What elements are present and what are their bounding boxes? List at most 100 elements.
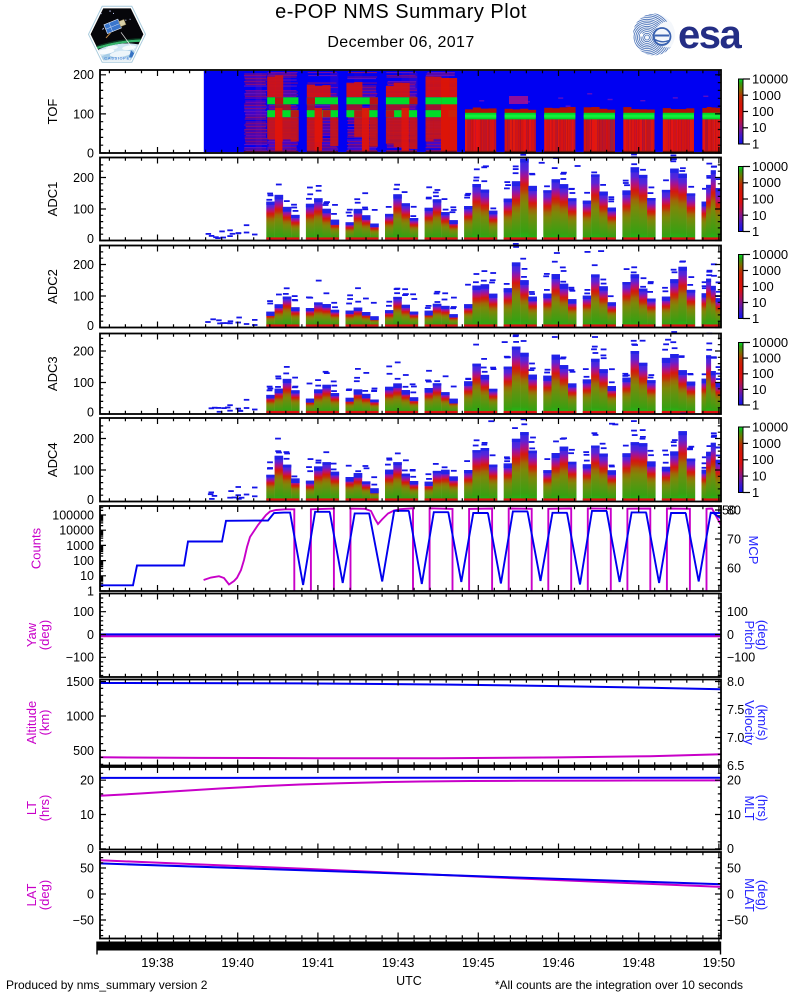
svg-text:1000: 1000 [66,539,94,553]
svg-text:0: 0 [727,887,734,901]
svg-text:70: 70 [727,532,741,546]
svg-text:−100: −100 [727,651,755,665]
svg-text:200: 200 [73,171,94,185]
svg-text:10: 10 [752,120,766,135]
svg-text:10000: 10000 [752,159,788,174]
svg-text:80: 80 [727,503,741,517]
svg-text:0: 0 [727,628,734,642]
svg-text:10: 10 [87,0,101,3]
svg-text:1000: 1000 [80,0,108,3]
svg-text:ADC2: ADC2 [45,269,60,304]
svg-text:1: 1 [752,224,759,239]
svg-text:−50: −50 [727,913,748,927]
svg-text:10: 10 [80,569,94,583]
svg-text:(deg): (deg) [755,880,770,910]
svg-text:1: 1 [752,398,759,413]
svg-text:100: 100 [73,554,94,568]
svg-text:20: 20 [727,774,741,788]
svg-text:100: 100 [73,107,94,121]
svg-text:ADC3: ADC3 [45,356,60,391]
svg-text:10: 10 [752,469,766,484]
svg-text:100: 100 [752,366,774,381]
svg-text:1000: 1000 [752,88,781,103]
svg-text:7.0: 7.0 [727,731,744,745]
svg-text:100: 100 [73,289,94,303]
svg-text:10000: 10000 [752,420,788,435]
svg-text:0: 0 [87,146,94,160]
svg-text:MLAT: MLAT [742,878,757,912]
svg-text:100: 100 [73,202,94,216]
svg-text:(deg): (deg) [37,880,52,910]
svg-text:19:38: 19:38 [141,955,174,970]
svg-text:10: 10 [752,295,766,310]
svg-text:−100: −100 [66,651,94,665]
svg-text:10: 10 [752,382,766,397]
svg-text:ADC4: ADC4 [45,442,60,477]
svg-text:Pitch: Pitch [742,621,757,650]
svg-text:1: 1 [752,137,759,152]
svg-text:200: 200 [73,344,94,358]
svg-text:200: 200 [73,432,94,446]
svg-text:100: 100 [752,452,774,467]
svg-text:(hrs): (hrs) [37,795,52,822]
svg-text:100: 100 [84,0,105,3]
svg-text:0: 0 [87,887,94,901]
svg-text:60: 60 [727,561,741,575]
svg-text:10000: 10000 [59,524,94,538]
svg-text:100: 100 [73,463,94,477]
svg-text:100: 100 [727,605,748,619]
svg-text:0: 0 [87,319,94,333]
svg-text:100: 100 [752,192,774,207]
svg-text:10: 10 [752,208,766,223]
svg-text:100: 100 [73,376,94,390]
svg-text:(hrs): (hrs) [755,795,770,822]
svg-text:Produced by nms_summary versio: Produced by nms_summary version 2 [6,978,208,992]
svg-text:7.5: 7.5 [727,703,744,717]
svg-text:10000: 10000 [752,247,788,262]
svg-text:MCP: MCP [746,536,761,565]
svg-text:19:43: 19:43 [382,955,415,970]
svg-text:−50: −50 [73,913,94,927]
svg-text:19:40: 19:40 [221,955,254,970]
svg-text:50: 50 [80,861,94,875]
svg-text:1000: 1000 [752,351,781,366]
svg-text:19:48: 19:48 [622,955,655,970]
svg-text:19:41: 19:41 [302,955,335,970]
svg-text:1: 1 [752,311,759,326]
svg-text:MLT: MLT [742,795,757,820]
svg-text:6.5: 6.5 [727,759,744,773]
svg-text:Velocity: Velocity [742,700,757,745]
svg-text:50: 50 [722,504,736,518]
svg-text:1: 1 [752,485,759,500]
svg-text:CASSIOPE: CASSIOPE [104,55,129,60]
svg-text:LT: LT [24,801,39,815]
svg-text:0: 0 [727,842,734,856]
svg-text:ADC1: ADC1 [45,182,60,217]
svg-text:10000: 10000 [752,335,788,350]
svg-text:0: 0 [87,405,94,419]
svg-text:100: 100 [752,279,774,294]
svg-text:LAT: LAT [24,884,39,907]
svg-text:100000: 100000 [52,508,94,522]
svg-text:Yaw: Yaw [24,622,39,647]
svg-text:1000: 1000 [752,436,781,451]
svg-text:10000: 10000 [752,72,788,87]
svg-text:1000: 1000 [752,175,781,190]
svg-text:8.0: 8.0 [727,675,744,689]
svg-text:(km): (km) [37,710,52,736]
svg-text:10: 10 [727,808,741,822]
svg-text:(km/s): (km/s) [755,704,770,740]
svg-text:200: 200 [73,68,94,82]
svg-text:0: 0 [87,842,94,856]
svg-text:100: 100 [73,605,94,619]
svg-text:Counts: Counts [29,527,44,569]
svg-text:500: 500 [73,744,94,758]
svg-text:1: 1 [87,584,94,598]
svg-text:100000: 100000 [73,0,115,3]
svg-text:1000: 1000 [752,263,781,278]
svg-text:December 06, 2017: December 06, 2017 [327,34,474,51]
svg-text:20: 20 [80,774,94,788]
svg-text:200: 200 [73,258,94,272]
svg-text:esa: esa [678,13,742,57]
svg-text:(deg): (deg) [37,620,52,650]
